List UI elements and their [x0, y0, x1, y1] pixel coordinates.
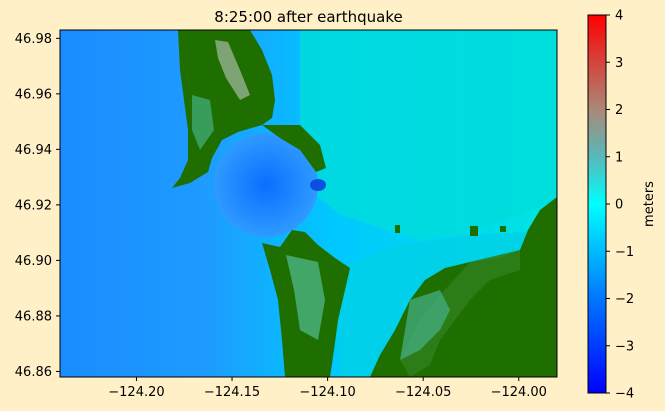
y-axis: 46.86 46.88 46.90 46.92 46.94 46.96 46.98: [15, 32, 60, 380]
x-axis: −124.20 −124.15 −124.10 −124.05 −124.00: [108, 377, 547, 400]
y-tick-label: 46.96: [15, 87, 52, 102]
y-tick-label: 46.90: [15, 254, 52, 269]
island-small-1: [395, 225, 400, 233]
x-tick-label: −124.20: [108, 385, 164, 400]
colorbar-tick-label: 0: [615, 198, 623, 213]
x-tick-label: −124.15: [204, 385, 260, 400]
x-tick-label: −124.10: [299, 385, 355, 400]
plot-frame: [59, 29, 558, 378]
channel-water: [310, 179, 326, 191]
x-tick-label: −124.00: [491, 385, 547, 400]
heatmap-area: [60, 30, 557, 377]
y-tick-label: 46.94: [15, 143, 52, 158]
east-mainland-flats: [400, 250, 520, 377]
island-small-2: [470, 226, 478, 236]
east-tidal-flats: [400, 290, 450, 360]
colorbar-tick-label: −1: [615, 245, 634, 260]
colorbar-label: meters: [642, 181, 657, 227]
colorbar-tick-label: 2: [615, 103, 623, 118]
colorbar-tick-label: 3: [615, 56, 623, 71]
north-spit-flats: [192, 95, 214, 150]
y-tick-label: 46.86: [15, 365, 52, 380]
colorbar-tick-label: −3: [615, 339, 634, 354]
y-tick-label: 46.88: [15, 309, 52, 324]
north-spit-tip: [262, 125, 326, 172]
north-spit-sand: [215, 40, 250, 100]
island-small-3: [500, 226, 506, 232]
colorbar: [587, 14, 607, 394]
x-tick-label: −124.05: [395, 385, 451, 400]
north-spit-land: [172, 30, 275, 188]
bay-water-north: [300, 30, 557, 240]
colorbar-tick-label: 4: [615, 9, 623, 24]
y-tick-label: 46.98: [15, 32, 52, 47]
colorbar-tick-label: −4: [615, 387, 634, 402]
colorbar-tick-label: −2: [615, 292, 634, 307]
bay-mouth-water: [214, 133, 318, 237]
south-spit-flats: [286, 255, 325, 340]
y-tick-label: 46.92: [15, 198, 52, 213]
colorbar-axis: −4 −3 −2 −1 0 1 2 3 4: [606, 9, 634, 402]
chart-title: 8:25:00 after earthquake: [214, 8, 402, 26]
colorbar-tick-label: 1: [615, 150, 623, 165]
